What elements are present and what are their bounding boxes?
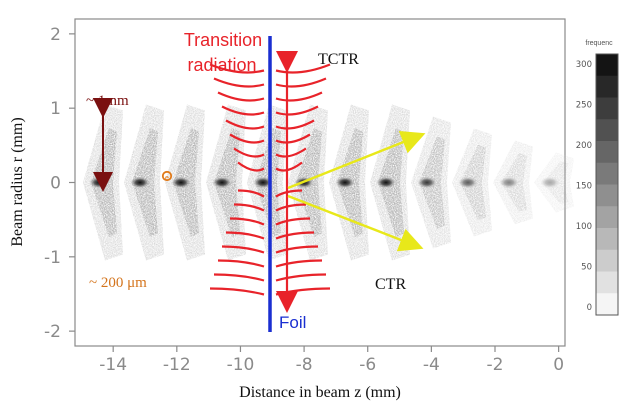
y-tick-label: 0 xyxy=(50,174,61,194)
colorbar-cell xyxy=(596,119,618,142)
tctr-ray xyxy=(287,130,426,190)
colorbar-label: 200 xyxy=(576,141,592,151)
bunch xyxy=(411,116,451,249)
ctr-label: CTR xyxy=(375,276,406,293)
y-tick-label: -1 xyxy=(44,248,61,268)
x-tick-label: -4 xyxy=(423,355,440,375)
radiation-arc xyxy=(237,161,265,172)
bunch xyxy=(493,140,533,225)
colorbar-label: 250 xyxy=(576,101,592,111)
radiation-arc xyxy=(275,273,327,282)
colorbar-label: 150 xyxy=(576,182,592,192)
foil-label: Foil xyxy=(279,313,306,332)
radiation-arc xyxy=(217,259,265,268)
radiation-arc xyxy=(213,77,265,88)
colorbar-border xyxy=(595,53,619,316)
radiation-arc xyxy=(233,203,265,212)
radiation-arc xyxy=(275,259,323,268)
radiation-arc xyxy=(229,133,265,144)
colorbar-cell xyxy=(596,162,618,185)
bunch xyxy=(288,104,328,261)
bunch xyxy=(370,104,410,261)
radiation-arc xyxy=(225,231,265,240)
x-axis-ticks: -14 -12 -10 -8 -6 -4 -2 0 xyxy=(99,346,564,375)
tctr-label: TCTR xyxy=(318,51,359,68)
radiation-arc xyxy=(217,91,265,102)
bunch xyxy=(534,152,574,213)
radiation-arc xyxy=(209,63,265,74)
radiation-arc xyxy=(275,287,331,296)
electron-marker xyxy=(161,170,173,182)
electron-label: e xyxy=(165,175,169,182)
colorbar-cell xyxy=(596,293,618,316)
colorbar-cell xyxy=(596,54,618,77)
colorbar-cell xyxy=(596,75,618,98)
bunch-spacing-label: ~ 200 μm xyxy=(89,275,147,291)
bunch-height-label: ~ 1mm xyxy=(86,93,129,109)
colorbar-cell xyxy=(596,228,618,251)
radiation-arc xyxy=(275,77,327,88)
bunch xyxy=(452,128,492,237)
colorbar-label: 0 xyxy=(587,303,592,313)
x-tick-label: -12 xyxy=(163,355,191,375)
x-axis-label: Distance in beam z (mm) xyxy=(239,384,401,401)
x-tick-label: -14 xyxy=(99,355,127,375)
y-axis-ticks: 2 1 0 -1 -2 xyxy=(44,25,75,342)
y-axis-label: Beam radius r (mm) xyxy=(9,117,26,246)
colorbar-cell xyxy=(596,206,618,229)
colorbar-cell xyxy=(596,271,618,294)
radiation-arc xyxy=(209,287,265,296)
bunch xyxy=(329,104,369,261)
x-tick-label: -6 xyxy=(359,355,376,375)
colorbar-cell xyxy=(596,97,618,120)
y-tick-label: 1 xyxy=(50,99,61,119)
radiation-arc xyxy=(237,189,265,198)
x-tick-label: -10 xyxy=(227,355,255,375)
radiation-arc xyxy=(229,217,265,226)
y-tick-label: -2 xyxy=(44,322,61,342)
colorbar: frequenc 300 250 200 150 100 50 0 xyxy=(576,40,619,316)
colorbar-label: 300 xyxy=(576,60,592,70)
colorbar-label: 50 xyxy=(581,263,592,273)
radiation-arc xyxy=(225,119,265,130)
transition-label-2: radiation xyxy=(187,55,256,75)
x-tick-label: 0 xyxy=(553,355,564,375)
bunch xyxy=(165,104,205,261)
x-tick-label: -2 xyxy=(487,355,504,375)
radiation-arc xyxy=(213,273,265,282)
radiation-arc xyxy=(221,105,265,116)
x-tick-label: -8 xyxy=(296,355,313,375)
radiation-arc xyxy=(275,91,323,102)
colorbar-labels: 300 250 200 150 100 50 0 xyxy=(576,60,592,313)
colorbar-label: 100 xyxy=(576,222,592,232)
radiation-arc xyxy=(221,245,265,254)
ctr-ray xyxy=(287,194,424,252)
y-tick-label: 2 xyxy=(50,25,61,45)
colorbar-title: frequenc xyxy=(585,40,613,47)
electron-bunches xyxy=(83,104,574,261)
bunch xyxy=(124,104,164,261)
colorbar-cell xyxy=(596,249,618,272)
bunch xyxy=(206,104,246,261)
transition-label-1: Transition xyxy=(184,30,262,50)
colorbar-cell xyxy=(596,141,618,164)
radiation-arc xyxy=(233,147,265,158)
colorbar-cells xyxy=(596,54,618,316)
colorbar-cell xyxy=(596,184,618,207)
